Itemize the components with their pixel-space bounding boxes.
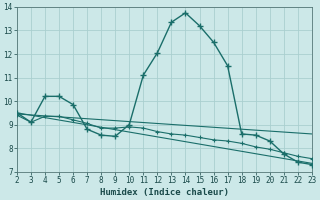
X-axis label: Humidex (Indice chaleur): Humidex (Indice chaleur) (100, 188, 229, 197)
